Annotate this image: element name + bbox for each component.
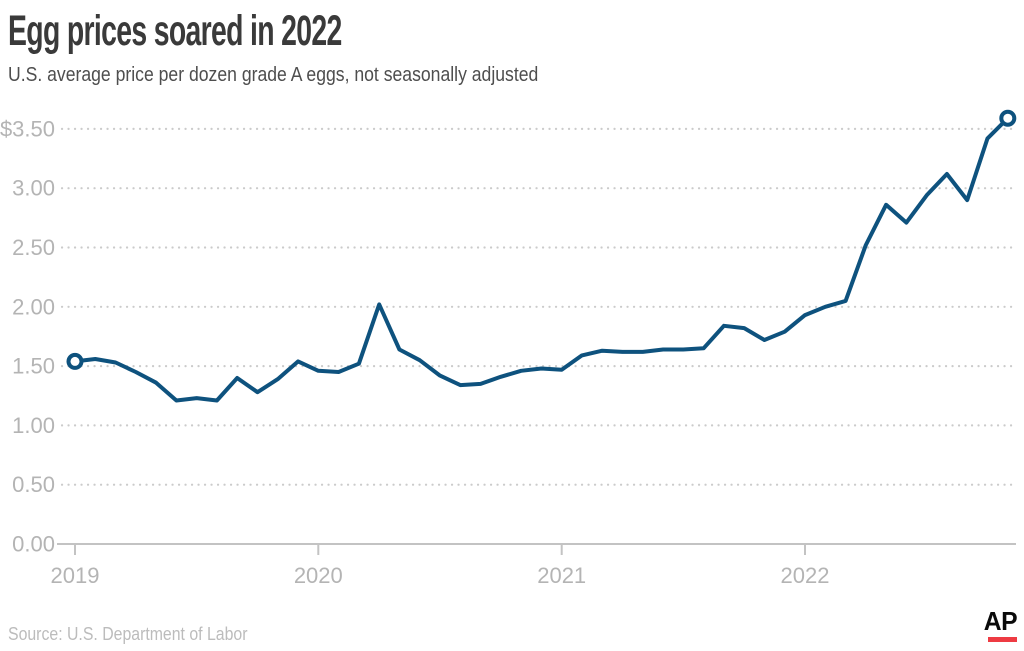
ap-logo-text: AP bbox=[983, 606, 1018, 636]
start-point-marker bbox=[66, 352, 84, 370]
price-line bbox=[73, 116, 1010, 403]
y-axis-label-0.00: 0.00 bbox=[12, 532, 55, 557]
chart-title: Egg prices soared in 2022 bbox=[8, 7, 342, 55]
ap-logo-red-bar bbox=[988, 636, 1017, 642]
x-axis-label-2022: 2022 bbox=[781, 563, 830, 588]
x-axis-label-2019: 2019 bbox=[51, 563, 100, 588]
y-axis-label-3.00: 3.00 bbox=[12, 176, 55, 201]
y-axis-label-2.50: 2.50 bbox=[12, 235, 55, 260]
y-axis-label-3.50: $3.50 bbox=[0, 116, 55, 141]
x-axis-label-2020: 2020 bbox=[294, 563, 343, 588]
y-axis-label-1.00: 1.00 bbox=[12, 413, 55, 438]
y-axis-label-1.50: 1.50 bbox=[12, 354, 55, 379]
y-axis-label-2.00: 2.00 bbox=[12, 294, 55, 319]
x-axis-label-2021: 2021 bbox=[537, 563, 586, 588]
end-point-marker bbox=[999, 109, 1017, 127]
y-axis-label-0.50: 0.50 bbox=[12, 472, 55, 497]
source-credit: Source: U.S. Department of Labor bbox=[8, 624, 248, 644]
ap-logo: AP bbox=[982, 606, 1018, 642]
chart-subtitle: U.S. average price per dozen grade A egg… bbox=[8, 64, 539, 86]
